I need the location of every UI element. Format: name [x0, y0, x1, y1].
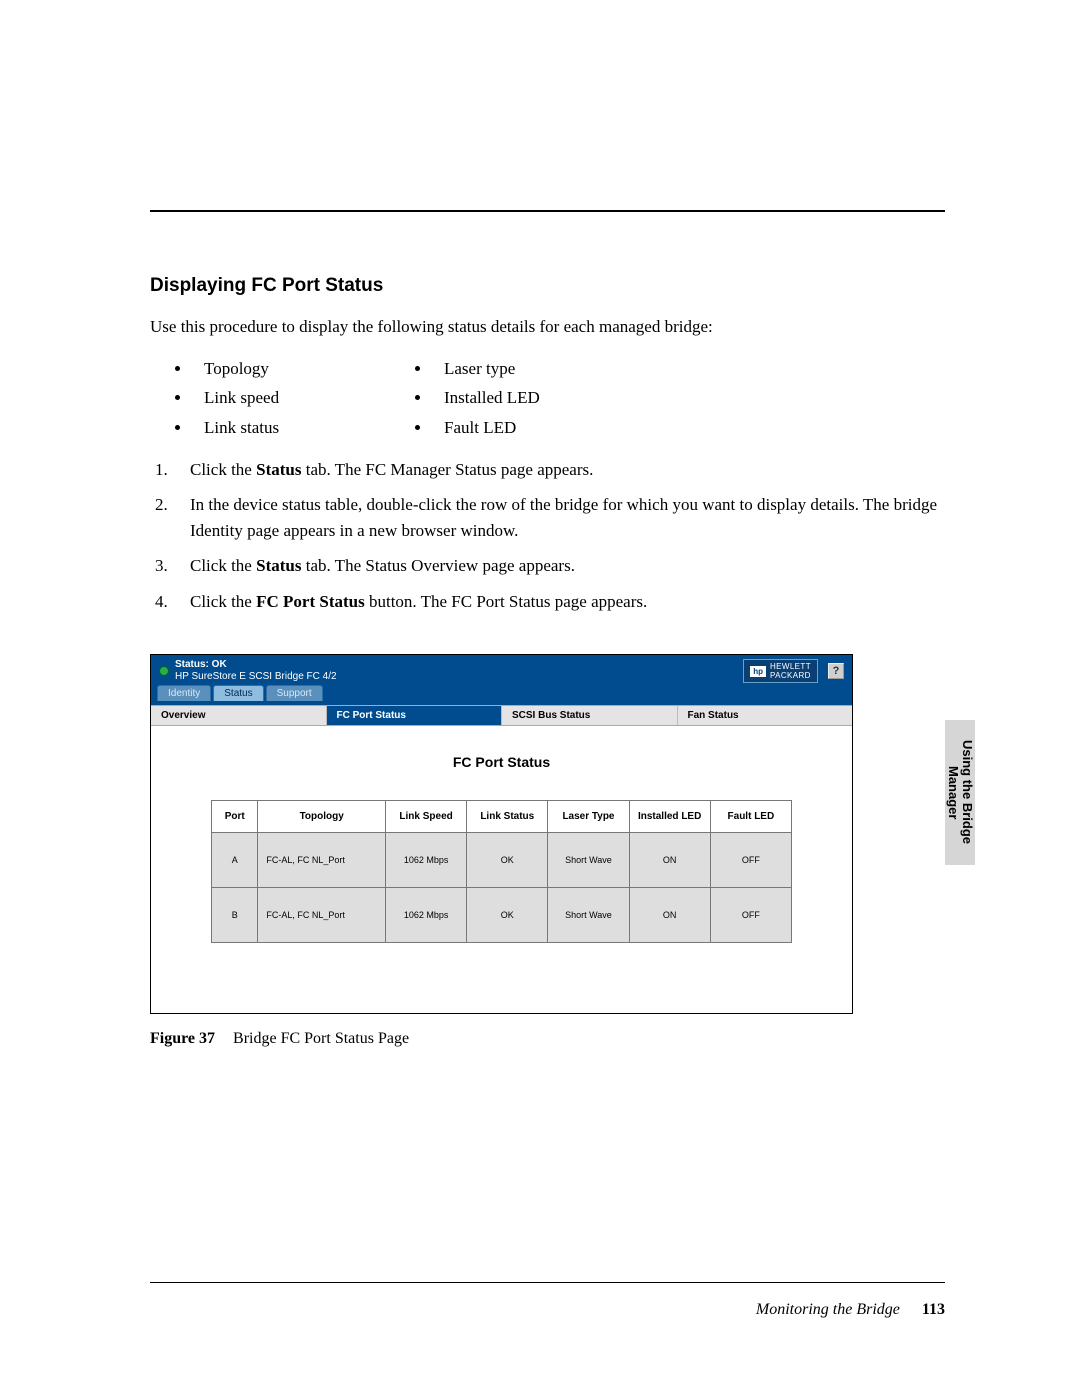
cell-port: A: [212, 833, 258, 888]
bullet-item: Link status: [192, 413, 412, 443]
section-heading: Displaying FC Port Status: [150, 275, 945, 297]
footer: Monitoring the Bridge 113: [756, 1301, 945, 1319]
col-port: Port: [212, 801, 258, 833]
bottom-rule: [150, 1282, 945, 1283]
app-header: Status: OK HP SureStore E SCSI Bridge FC…: [151, 655, 852, 685]
cell-port: B: [212, 888, 258, 943]
figure-label: Figure 37: [150, 1030, 215, 1047]
tab-identity[interactable]: Identity: [157, 685, 211, 701]
app-body: FC Port Status Port Topology Link Speed …: [151, 726, 852, 1013]
step-bold: FC Port Status: [256, 592, 365, 611]
cell-fault: OFF: [710, 888, 791, 943]
step-item: Click the FC Port Status button. The FC …: [172, 589, 945, 615]
help-button[interactable]: ?: [828, 663, 844, 679]
hp-logo-text: HEWLETT PACKARD: [770, 662, 811, 680]
status-ok-icon: [159, 666, 169, 676]
cell-speed: 1062 Mbps: [386, 888, 467, 943]
side-tab: Using the Bridge Manager: [945, 720, 975, 865]
subnav-overview[interactable]: Overview: [151, 706, 327, 725]
cell-topology: FC-AL, FC NL_Port: [258, 888, 386, 943]
tab-support[interactable]: Support: [266, 685, 323, 701]
col-installed-led: Installed LED: [629, 801, 710, 833]
cell-laser: Short Wave: [548, 888, 629, 943]
col-laser-type: Laser Type: [548, 801, 629, 833]
app-tab-row: Identity Status Support: [151, 685, 852, 705]
subnav-fan-status[interactable]: Fan Status: [678, 706, 853, 725]
screenshot-app-window: Status: OK HP SureStore E SCSI Bridge FC…: [150, 654, 853, 1014]
cell-status: OK: [467, 888, 548, 943]
figure-caption-text: Bridge FC Port Status Page: [233, 1030, 409, 1047]
col-fault-led: Fault LED: [710, 801, 791, 833]
bullet-item: Fault LED: [432, 413, 672, 443]
tab-status[interactable]: Status: [213, 685, 263, 701]
bullet-columns: Topology Link speed Link status Laser ty…: [172, 354, 945, 443]
cell-status: OK: [467, 833, 548, 888]
top-rule: [150, 210, 945, 212]
content-area: Displaying FC Port Status Use this proce…: [150, 275, 945, 1048]
product-name: HP SureStore E SCSI Bridge FC 4/2: [175, 671, 337, 683]
step-text: button. The FC Port Status page appears.: [365, 592, 648, 611]
subnav-scsi-bus-status[interactable]: SCSI Bus Status: [502, 706, 678, 725]
cell-topology: FC-AL, FC NL_Port: [258, 833, 386, 888]
cell-fault: OFF: [710, 833, 791, 888]
subnav-fc-port-status[interactable]: FC Port Status: [327, 706, 503, 725]
step-text: tab. The FC Manager Status page appears.: [301, 460, 593, 479]
step-text: tab. The Status Overview page appears.: [301, 556, 575, 575]
table-row: A FC-AL, FC NL_Port 1062 Mbps OK Short W…: [212, 833, 792, 888]
page: Displaying FC Port Status Use this proce…: [0, 0, 1080, 1397]
bullet-item: Laser type: [432, 354, 672, 384]
cell-laser: Short Wave: [548, 833, 629, 888]
footer-page-number: 113: [922, 1301, 945, 1318]
bullet-item: Installed LED: [432, 383, 672, 413]
fc-port-status-table: Port Topology Link Speed Link Status Las…: [211, 800, 792, 943]
step-text: Click the: [190, 460, 256, 479]
figure-wrapper: Status: OK HP SureStore E SCSI Bridge FC…: [150, 654, 945, 1048]
step-item: Click the Status tab. The FC Manager Sta…: [172, 457, 945, 483]
col-topology: Topology: [258, 801, 386, 833]
footer-section: Monitoring the Bridge: [756, 1301, 900, 1318]
step-text: Click the: [190, 592, 256, 611]
bullet-item: Topology: [192, 354, 412, 384]
app-body-title: FC Port Status: [211, 754, 792, 770]
cell-installed: ON: [629, 888, 710, 943]
hp-logo-box: hp: [750, 666, 766, 677]
status-label: Status: OK: [175, 659, 337, 671]
step-item: Click the Status tab. The Status Overvie…: [172, 553, 945, 579]
table-row: B FC-AL, FC NL_Port 1062 Mbps OK Short W…: [212, 888, 792, 943]
subnav: Overview FC Port Status SCSI Bus Status …: [151, 705, 852, 726]
cell-installed: ON: [629, 833, 710, 888]
hp-logo: hp HEWLETT PACKARD: [743, 659, 818, 683]
bullet-item: Link speed: [192, 383, 412, 413]
col-link-status: Link Status: [467, 801, 548, 833]
intro-paragraph: Use this procedure to display the follow…: [150, 315, 945, 340]
step-bold: Status: [256, 460, 301, 479]
steps-list: Click the Status tab. The FC Manager Sta…: [172, 457, 945, 615]
header-text: Status: OK HP SureStore E SCSI Bridge FC…: [175, 659, 337, 683]
figure-caption: Figure 37 Bridge FC Port Status Page: [150, 1030, 945, 1048]
col-link-speed: Link Speed: [386, 801, 467, 833]
step-bold: Status: [256, 556, 301, 575]
cell-speed: 1062 Mbps: [386, 833, 467, 888]
step-item: In the device status table, double-click…: [172, 492, 945, 543]
step-text: Click the: [190, 556, 256, 575]
